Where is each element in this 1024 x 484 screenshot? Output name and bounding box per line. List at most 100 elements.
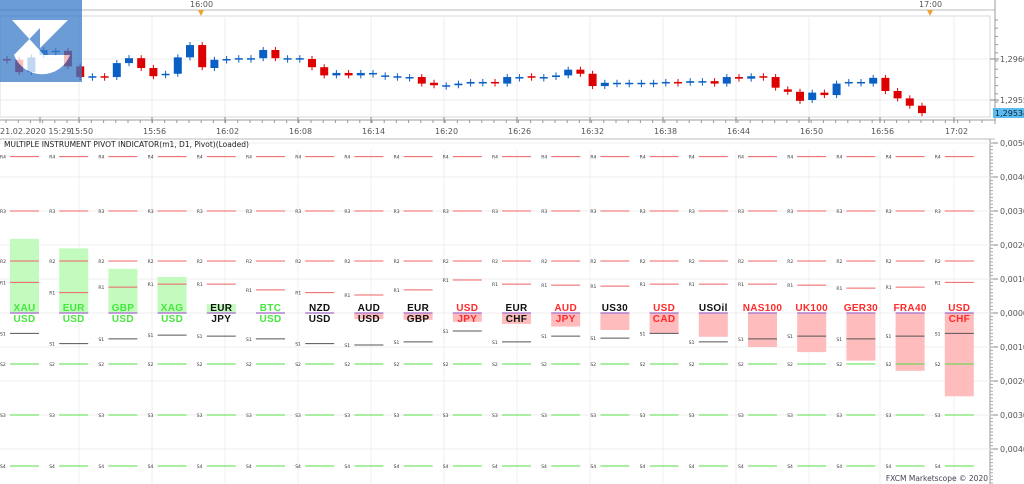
strength-bar[interactable] <box>649 313 679 334</box>
candle[interactable] <box>918 105 926 114</box>
strength-bar[interactable] <box>698 313 728 337</box>
candle[interactable] <box>186 45 194 58</box>
instrument-column[interactable]: R4 R3 R2 R1 S1 S2 S3 S4 USOil <box>689 155 728 470</box>
candle[interactable] <box>564 69 573 76</box>
candle[interactable] <box>625 82 634 85</box>
candle[interactable] <box>198 45 207 68</box>
candle[interactable] <box>295 58 304 60</box>
strength-bar[interactable] <box>600 313 630 330</box>
candle[interactable] <box>552 75 560 78</box>
candle[interactable] <box>405 77 414 79</box>
candle[interactable] <box>661 81 670 84</box>
candle[interactable] <box>735 77 743 79</box>
candle[interactable] <box>478 81 487 84</box>
candle[interactable] <box>332 72 341 76</box>
strength-bar[interactable] <box>354 313 384 320</box>
candle[interactable] <box>600 82 609 87</box>
candle[interactable] <box>393 76 402 78</box>
candle[interactable] <box>722 77 731 84</box>
candle[interactable] <box>88 76 97 78</box>
candle[interactable] <box>637 82 646 85</box>
time-marker-icon[interactable] <box>927 10 933 16</box>
candle[interactable] <box>283 58 292 60</box>
strength-bar[interactable] <box>895 313 925 371</box>
instrument-column[interactable]: R4 R3 R2 R1 S1 S2 S3 S4 GER30 <box>836 155 878 470</box>
candle[interactable] <box>710 81 719 84</box>
candle[interactable] <box>271 49 280 59</box>
strength-bar[interactable] <box>452 313 482 322</box>
candle[interactable] <box>344 72 353 76</box>
candle[interactable] <box>588 73 597 87</box>
candle[interactable] <box>881 77 890 91</box>
strength-bar[interactable] <box>797 313 827 353</box>
candle[interactable] <box>430 82 438 86</box>
candle[interactable] <box>125 58 133 64</box>
candle[interactable] <box>222 59 231 61</box>
candle[interactable] <box>771 77 780 88</box>
candle[interactable] <box>820 92 829 96</box>
instrument-column[interactable]: R4 R3 R2 R1 S1 S2 S3 S4 NAS100 <box>738 155 782 470</box>
strength-bar[interactable] <box>551 313 581 327</box>
candle[interactable] <box>247 58 255 60</box>
candle[interactable] <box>759 76 768 78</box>
candle[interactable] <box>527 76 536 78</box>
strength-bar[interactable] <box>206 304 236 313</box>
candle[interactable] <box>466 81 475 84</box>
candle[interactable] <box>893 90 902 99</box>
candle[interactable] <box>259 49 268 59</box>
candle[interactable] <box>149 68 158 77</box>
candle[interactable] <box>112 63 121 78</box>
candle[interactable] <box>417 77 426 84</box>
candle[interactable] <box>320 67 329 76</box>
candle[interactable] <box>649 82 658 85</box>
candle[interactable] <box>161 73 170 76</box>
candle[interactable] <box>844 81 853 84</box>
candle[interactable] <box>234 58 243 60</box>
candle[interactable] <box>674 81 682 84</box>
strength-bar[interactable] <box>846 313 876 361</box>
strength-bar[interactable] <box>157 276 187 313</box>
candle[interactable] <box>515 77 524 79</box>
strength-bar[interactable] <box>502 313 531 324</box>
candle[interactable] <box>137 58 146 69</box>
candle[interactable] <box>857 81 865 84</box>
candle[interactable] <box>783 89 792 92</box>
strength-bar[interactable] <box>59 248 89 313</box>
candle[interactable] <box>747 76 756 79</box>
instrument-column[interactable]: R4 R3 R2 R1 S1 S2 S3 S4 US30 <box>590 155 630 470</box>
strength-bar[interactable] <box>748 313 777 347</box>
strength-bar[interactable] <box>944 313 974 397</box>
candle[interactable] <box>576 69 585 74</box>
strength-bar[interactable] <box>403 313 433 320</box>
candle[interactable] <box>613 82 621 85</box>
candle[interactable] <box>369 72 377 75</box>
time-marker-icon[interactable] <box>198 10 204 16</box>
strength-bar[interactable] <box>108 268 138 313</box>
instrument-column[interactable]: R4 R3 R2 R1 S1 S2 S3 S4 FRA40 <box>886 155 927 470</box>
strength-bar[interactable] <box>10 238 39 313</box>
candle[interactable] <box>381 75 390 77</box>
candle[interactable] <box>442 85 451 87</box>
candle[interactable] <box>173 57 182 74</box>
candle[interactable] <box>100 76 109 78</box>
candle[interactable] <box>539 77 548 79</box>
candle[interactable] <box>308 59 316 68</box>
candle[interactable] <box>491 81 499 84</box>
candle[interactable] <box>905 98 914 106</box>
candle[interactable] <box>808 92 817 100</box>
